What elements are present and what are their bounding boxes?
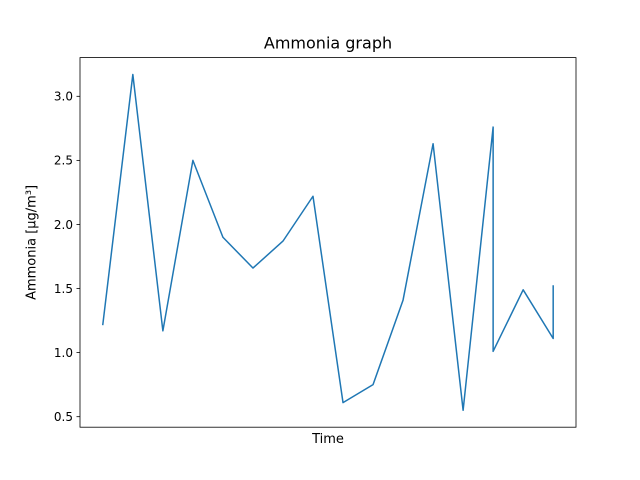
- x-axis-label: Time: [311, 432, 344, 447]
- series-layer: [101, 73, 554, 412]
- y-axis-label: Ammonia [μg/m³]: [25, 185, 40, 300]
- y-tick-label: 1.5: [54, 282, 73, 296]
- y-tick-label: 0.5: [54, 410, 73, 424]
- y-tick-label: 1.0: [54, 346, 73, 360]
- series-line-0: [101, 73, 554, 412]
- plot-frame: [79, 57, 577, 428]
- y-tick-label: 3.0: [54, 90, 73, 104]
- y-tick-label: 2.0: [54, 218, 73, 232]
- chart-title: Ammonia graph: [264, 34, 392, 53]
- y-axis-ticks: 0.5 1.0 1.5 2.0 2.5 3.0: [54, 90, 80, 424]
- y-tick-label: 2.5: [54, 154, 73, 168]
- plot-area: [80, 57, 576, 428]
